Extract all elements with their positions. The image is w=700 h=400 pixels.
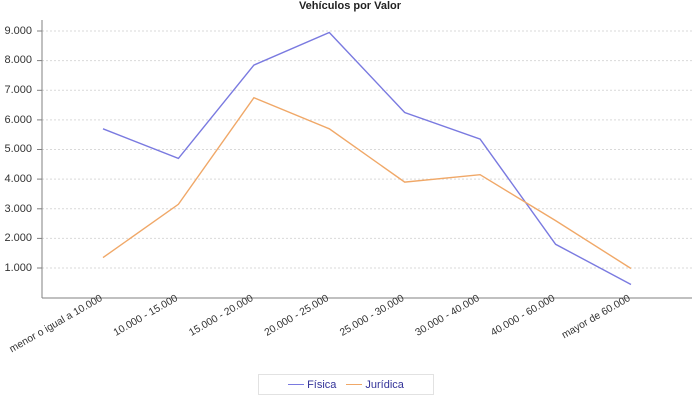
svg-text:mayor de 60.000: mayor de 60.000 xyxy=(560,293,633,341)
svg-text:25.000 - 30.000: 25.000 - 30.000 xyxy=(338,293,406,339)
svg-text:10.000 - 15.000: 10.000 - 15.000 xyxy=(112,293,180,339)
svg-text:15.000 - 20.000: 15.000 - 20.000 xyxy=(187,293,255,339)
svg-text:30.000 - 40.000: 30.000 - 40.000 xyxy=(414,293,482,339)
svg-text:menor o igual a 10.000: menor o igual a 10.000 xyxy=(8,293,105,355)
svg-text:20.000 - 25.000: 20.000 - 25.000 xyxy=(263,293,331,339)
svg-text:40.000 - 60.000: 40.000 - 60.000 xyxy=(489,293,557,339)
